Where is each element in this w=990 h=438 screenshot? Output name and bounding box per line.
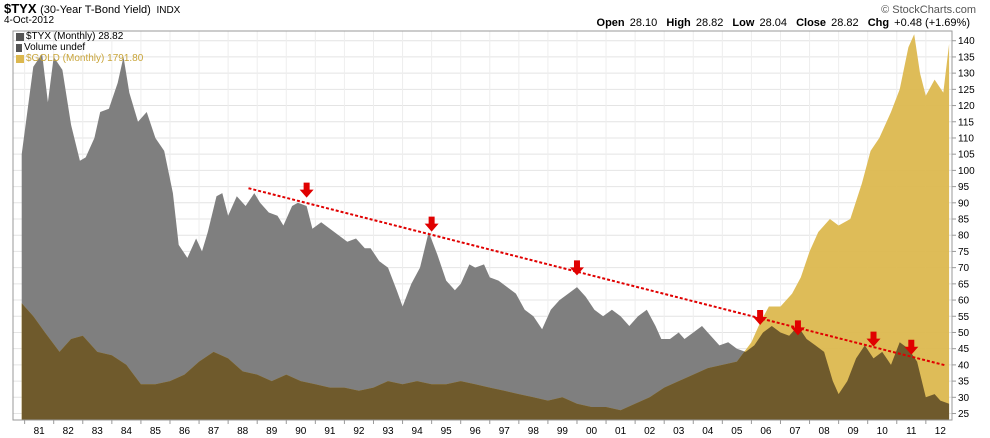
y-tick-label: 95	[958, 182, 970, 193]
y-tick-label: 120	[958, 101, 975, 112]
y-tick-label: 25	[958, 409, 970, 420]
volume-bars-icon	[16, 43, 22, 52]
area-chart-icon	[16, 54, 24, 63]
stockcharts-brand: © StockCharts.com	[881, 4, 976, 16]
y-tick-label: 75	[958, 247, 970, 258]
ohlc-readout: Open 28.10 High 28.82 Low 28.04 Close 28…	[597, 17, 970, 29]
area-chart-icon	[16, 32, 24, 41]
peak-arrow-marker	[866, 331, 881, 347]
y-tick-label: 40	[958, 360, 970, 371]
x-tick-label: 96	[470, 426, 482, 437]
x-tick-label: 12	[935, 426, 947, 437]
x-tick-label: 11	[906, 426, 917, 437]
x-tick-label: 87	[208, 426, 220, 437]
x-tick-label: 88	[237, 426, 249, 437]
chg-label: Chg	[867, 17, 890, 29]
symbol-description: (30-Year T-Bond Yield)	[40, 4, 151, 16]
y-tick-label: 140	[958, 36, 975, 47]
open-value: 28.10	[629, 17, 658, 29]
chart-title: $TYX (30-Year T-Bond Yield) INDX	[4, 1, 180, 16]
tyx-yield-area	[21, 53, 950, 420]
x-tick-label: 10	[877, 426, 889, 437]
peak-arrow-marker	[569, 260, 584, 276]
legend-gold-label: $GOLD (Monthly) 1791.80	[26, 53, 144, 64]
peak-arrow-marker	[790, 320, 805, 336]
x-tick-label: 85	[150, 426, 162, 437]
x-tick-label: 89	[266, 426, 278, 437]
x-axis-ticks: 81 82 83 84 85 86 87 88 89 90 91 92 93 94 95 96 97 98 99 00…	[24, 420, 947, 437]
x-tick-label: 84	[121, 426, 133, 437]
x-tick-label: 94	[412, 426, 424, 437]
high-value: 28.82	[695, 17, 724, 29]
x-tick-label: 93	[382, 426, 394, 437]
y-tick-label: 30	[958, 393, 970, 404]
x-tick-label: 90	[295, 426, 307, 437]
x-tick-label: 83	[92, 426, 104, 437]
y-tick-label: 100	[958, 166, 975, 177]
close-value: 28.82	[831, 17, 859, 29]
y-tick-label: 110	[958, 133, 974, 144]
y-tick-label: 85	[958, 215, 970, 226]
low-value: 28.04	[759, 17, 788, 29]
y-tick-label: 80	[958, 231, 970, 242]
x-tick-label: 95	[441, 426, 453, 437]
tyx-gold-overlap-area	[21, 53, 950, 420]
chart-legend: $TYX (Monthly) 28.82 Volume undef $GOLD …	[16, 31, 143, 64]
y-tick-label: 90	[958, 198, 970, 209]
peak-arrow-marker	[299, 182, 314, 198]
y-tick-label: 55	[958, 312, 970, 323]
y-tick-label: 70	[958, 263, 970, 274]
x-tick-label: 86	[179, 426, 191, 437]
x-tick-label: 08	[819, 426, 831, 437]
y-tick-label: 65	[958, 279, 970, 290]
x-tick-label: 92	[353, 426, 365, 437]
y-tick-label: 130	[958, 69, 975, 80]
legend-gold: $GOLD (Monthly) 1791.80	[16, 53, 143, 64]
x-tick-label: 82	[63, 426, 75, 437]
chart-header: $TYX (30-Year T-Bond Yield) INDX 4-Oct-2…	[0, 0, 990, 30]
y-tick-label: 115	[958, 117, 974, 128]
x-tick-label: 07	[789, 426, 801, 437]
high-label: High	[666, 17, 691, 29]
exchange-label: INDX	[156, 5, 181, 16]
legend-volume-label: Volume undef	[24, 42, 86, 53]
legend-tyx-label: $TYX (Monthly) 28.82	[26, 31, 124, 42]
peak-arrow-marker	[904, 339, 919, 355]
y-tick-label: 45	[958, 344, 970, 355]
plot-frame	[12, 30, 953, 421]
x-tick-label: 00	[586, 426, 598, 437]
low-label: Low	[732, 17, 755, 29]
y-tick-label: 35	[958, 377, 970, 388]
x-tick-label: 81	[34, 426, 46, 437]
peak-arrow-markers	[299, 182, 919, 355]
x-tick-label: 09	[848, 426, 860, 437]
x-tick-label: 03	[673, 426, 685, 437]
y-tick-label: 50	[958, 328, 970, 339]
x-tick-label: 02	[644, 426, 656, 437]
x-tick-label: 91	[324, 426, 336, 437]
x-tick-label: 97	[499, 426, 511, 437]
peak-arrow-marker	[424, 216, 439, 232]
chg-value: +0.48 (+1.69%)	[894, 17, 970, 29]
chart-date: 4-Oct-2012	[4, 15, 55, 26]
symbol-label: $TYX	[4, 1, 37, 16]
x-tick-label: 98	[528, 426, 540, 437]
x-tick-label: 05	[731, 426, 743, 437]
open-label: Open	[596, 17, 625, 29]
y-axis-ticks: 25 30 35 40 45 50 55 60 65 70 75 80 85 90 95 100 105 110 1…	[952, 36, 975, 420]
y-tick-label: 60	[958, 296, 970, 307]
close-label: Close	[796, 17, 827, 29]
x-tick-label: 04	[702, 426, 714, 437]
y-tick-label: 135	[958, 52, 975, 63]
y-tick-label: 105	[958, 150, 975, 161]
x-tick-label: 99	[557, 426, 569, 437]
y-tick-label: 125	[958, 85, 975, 96]
legend-volume: Volume undef	[16, 42, 143, 53]
peak-arrow-marker	[753, 309, 768, 325]
x-tick-label: 01	[615, 426, 627, 437]
x-tick-label: 06	[760, 426, 772, 437]
legend-tyx: $TYX (Monthly) 28.82	[16, 31, 143, 42]
